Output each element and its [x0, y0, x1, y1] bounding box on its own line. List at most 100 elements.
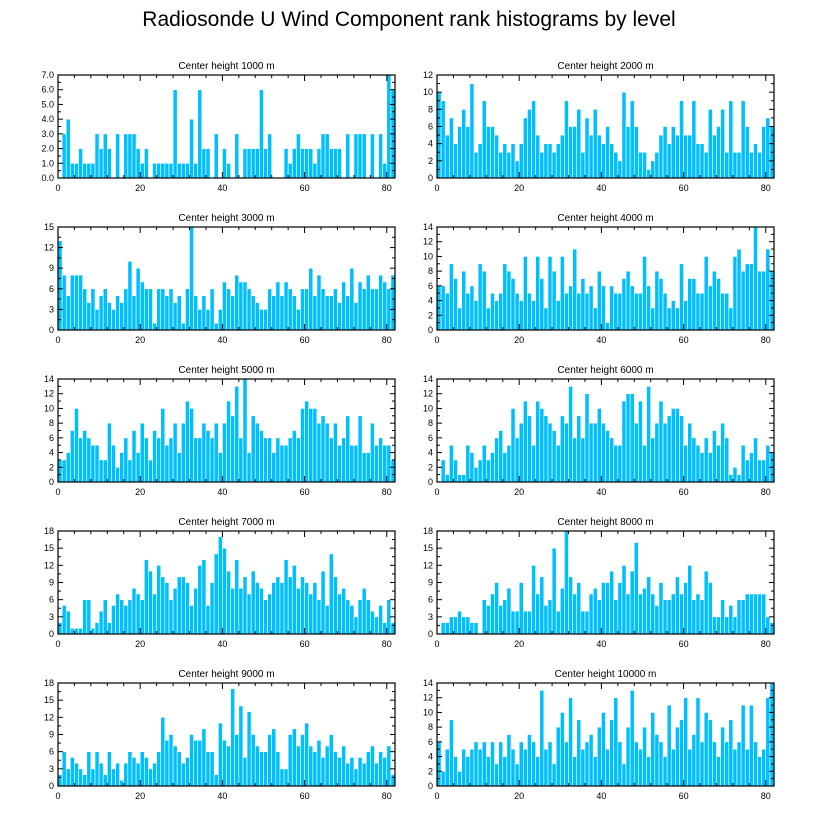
bar [481, 444, 487, 483]
y-tick-label: 8 [428, 722, 433, 732]
bar [176, 576, 182, 635]
bar [728, 307, 734, 331]
bar [703, 570, 709, 635]
bar [74, 762, 79, 787]
bar [559, 134, 565, 179]
bar [720, 422, 725, 483]
x-tick-label: 60 [679, 183, 689, 193]
bar [646, 169, 652, 179]
bar [662, 599, 668, 635]
bar [761, 126, 767, 179]
y-tick-label: 14 [44, 374, 54, 384]
y-tick-label: 6 [428, 433, 433, 443]
bar [461, 109, 467, 179]
bar [646, 756, 652, 787]
bar [670, 408, 676, 483]
bar [535, 593, 541, 635]
bar [61, 459, 67, 483]
bar [617, 444, 623, 483]
bar [498, 741, 504, 787]
bar [279, 295, 285, 331]
bar [65, 118, 71, 179]
bar [564, 292, 569, 331]
bar [213, 322, 219, 331]
bar [502, 143, 508, 179]
x-tick-label: 20 [135, 791, 145, 801]
bar [749, 593, 754, 635]
bar [176, 452, 182, 483]
bar [254, 148, 260, 179]
bar [535, 134, 541, 179]
bar [666, 307, 672, 331]
bar [74, 408, 79, 483]
bar [646, 285, 652, 331]
bar [601, 422, 606, 483]
bar [365, 599, 371, 635]
x-tick-label: 60 [300, 183, 310, 193]
bar [502, 599, 508, 635]
bar [658, 400, 664, 483]
x-tick-label: 0 [434, 335, 439, 345]
x-tick-label: 60 [679, 639, 689, 649]
bar [613, 444, 619, 483]
bar [304, 582, 309, 635]
bar [139, 599, 145, 635]
bar [193, 587, 199, 635]
bar [365, 751, 371, 787]
bar [337, 757, 342, 787]
bar [576, 719, 582, 787]
x-tick-label: 0 [55, 335, 60, 345]
bar [90, 444, 96, 483]
bar [654, 605, 660, 635]
bar [74, 274, 79, 331]
bar [57, 774, 63, 787]
bar [465, 444, 471, 483]
bar [555, 143, 561, 179]
bar [259, 751, 264, 787]
bar [707, 582, 713, 635]
bar [621, 278, 627, 331]
y-tick-label: 0.0 [41, 173, 54, 183]
y-tick-label: 10 [423, 87, 433, 97]
bar [724, 616, 730, 635]
bar [514, 610, 520, 635]
bar [732, 616, 738, 635]
bar [510, 610, 516, 635]
bar [564, 100, 569, 179]
bar [670, 593, 676, 635]
bar [57, 240, 63, 331]
bar [65, 610, 71, 635]
bar [712, 430, 717, 483]
bar [283, 559, 289, 635]
bar [259, 309, 264, 331]
bar [250, 415, 256, 483]
bar [494, 437, 499, 483]
bar [279, 768, 285, 787]
bar [736, 741, 742, 787]
bar [638, 593, 643, 635]
bar [172, 89, 178, 179]
bar [625, 393, 631, 483]
bar [444, 292, 450, 331]
bar [213, 422, 219, 483]
bar [510, 278, 516, 331]
bar [139, 281, 145, 331]
bar [361, 587, 367, 635]
bar [683, 697, 688, 787]
y-tick-label: 10 [44, 403, 54, 413]
bar [670, 126, 676, 179]
x-tick-label: 0 [434, 639, 439, 649]
bar [209, 751, 215, 787]
bar [123, 437, 129, 483]
bar [720, 599, 725, 635]
bar [230, 415, 236, 483]
bar [115, 295, 120, 331]
bar [687, 565, 693, 635]
bar [477, 748, 483, 787]
y-tick-label: 1.0 [41, 158, 54, 168]
bar [596, 599, 602, 635]
bar [283, 444, 289, 483]
y-tick-label: 2.0 [41, 144, 54, 154]
bar [691, 599, 697, 635]
bar [168, 437, 174, 483]
